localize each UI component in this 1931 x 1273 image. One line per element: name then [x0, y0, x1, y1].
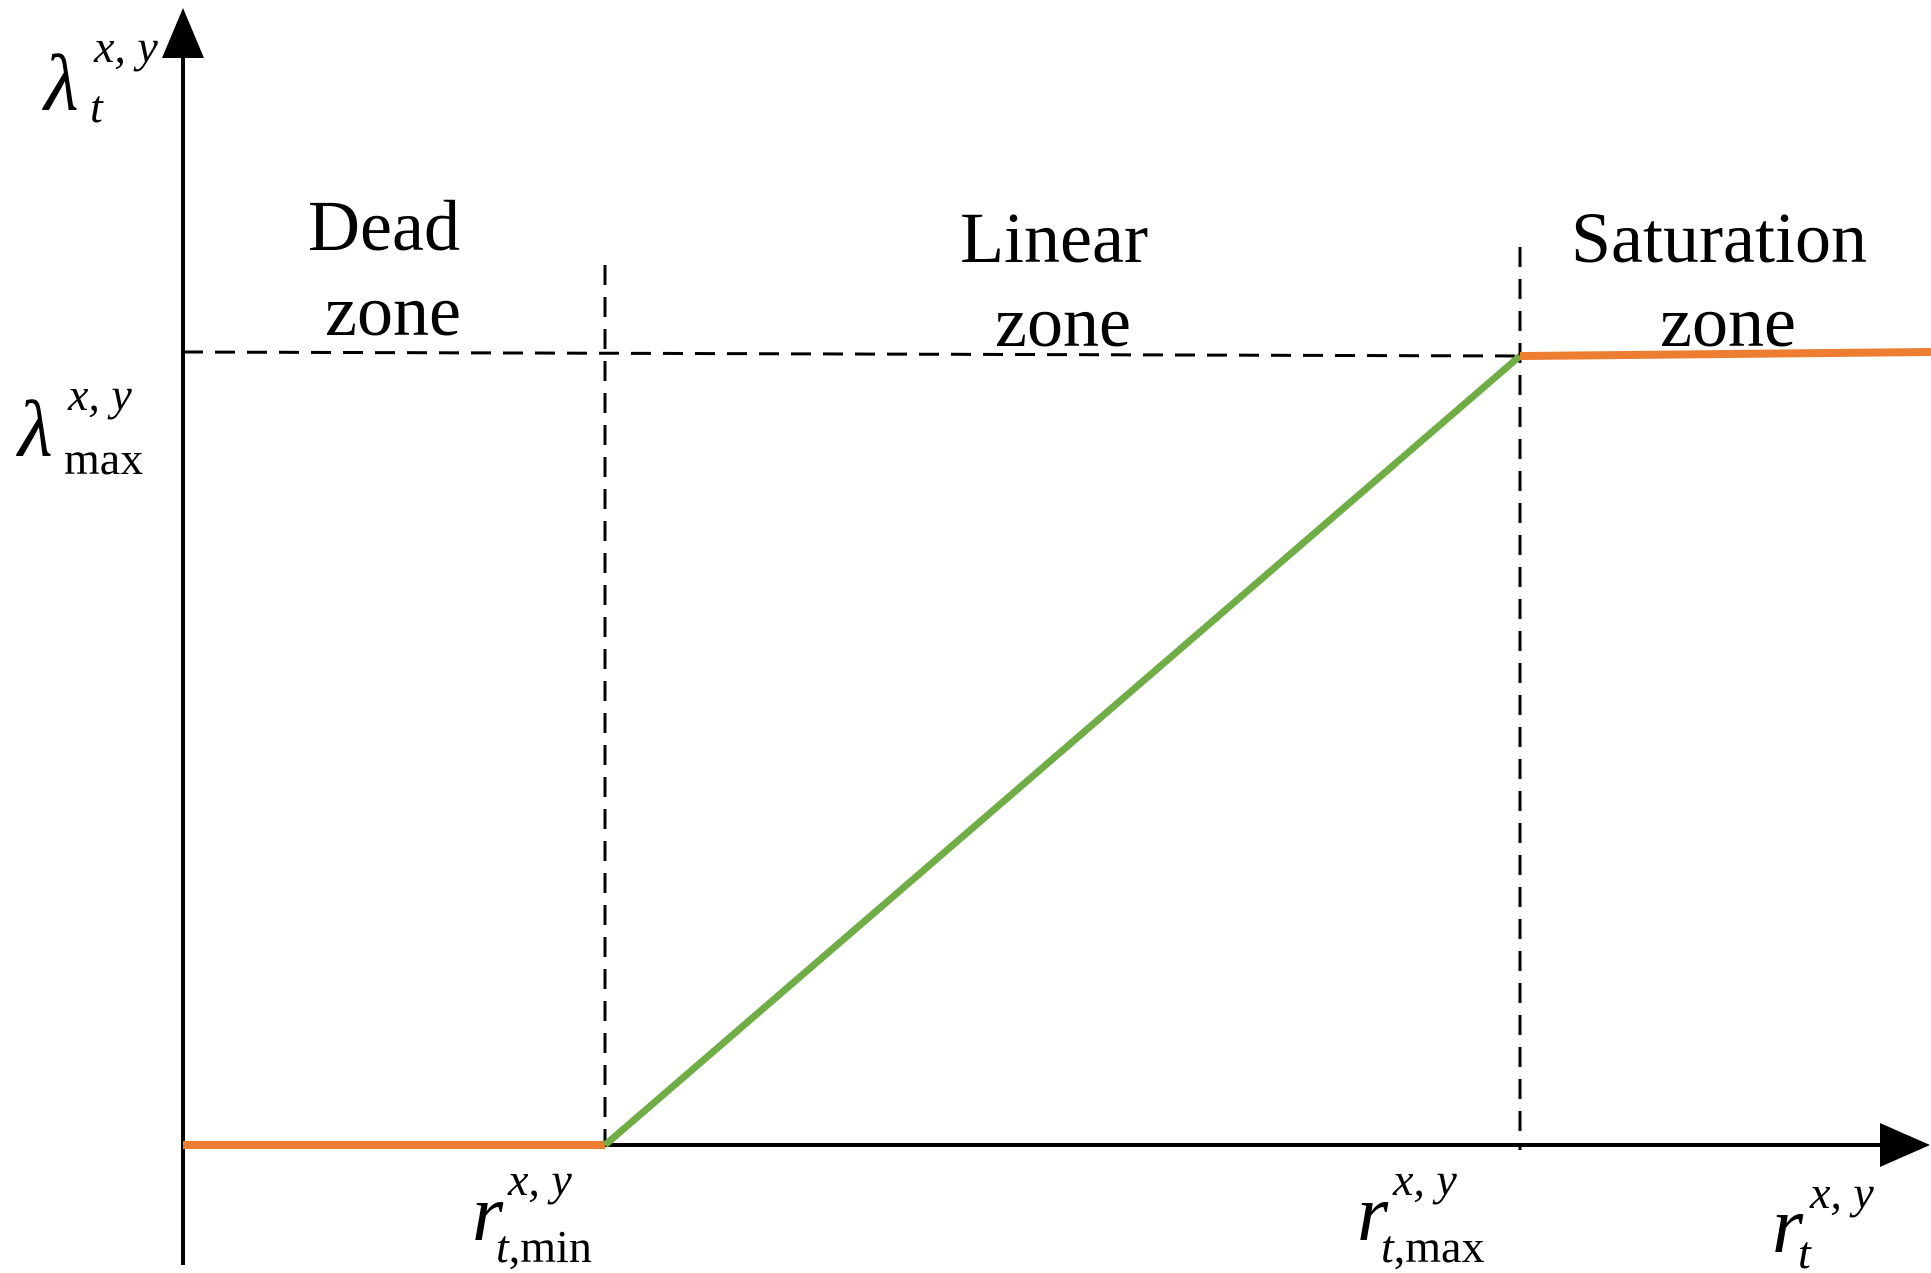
svg-text:x, y: x, y: [93, 21, 158, 72]
svg-text:t,max: t,max: [1381, 1221, 1484, 1272]
y-max-label: λ x, y max: [16, 369, 143, 484]
dead-zone-label: Dead zone: [308, 186, 478, 351]
x-min-label: r x, y t,min: [472, 1154, 592, 1272]
x-axis-label: r x, y t: [1772, 1167, 1874, 1273]
y-axis-label: λ x, y t: [42, 21, 158, 132]
linear-zone-label: Linear zone: [960, 198, 1166, 362]
svg-text:r: r: [472, 1170, 504, 1258]
svg-text:λ: λ: [16, 386, 53, 474]
linear-zone-segment: [602, 353, 1523, 1148]
saturation-zone-label: Saturation zone: [1571, 198, 1885, 362]
svg-text:t: t: [90, 81, 104, 132]
x-max-label: r x, y t,max: [1357, 1154, 1484, 1272]
svg-text:x, y: x, y: [1809, 1167, 1874, 1218]
svg-text:x, y: x, y: [1392, 1154, 1457, 1205]
saturation-zone-segment: [1519, 348, 1931, 360]
svg-text:r: r: [1772, 1182, 1804, 1270]
svg-text:x, y: x, y: [67, 369, 132, 420]
svg-text:x, y: x, y: [507, 1154, 572, 1205]
svg-text:λ: λ: [42, 40, 79, 128]
svg-text:t: t: [1798, 1227, 1812, 1273]
svg-text:t,min: t,min: [496, 1221, 592, 1272]
max-level-guide: [182, 350, 1521, 358]
svg-text:max: max: [64, 433, 143, 484]
svg-text:r: r: [1357, 1170, 1389, 1258]
x-axis-arrowhead: [1880, 1123, 1930, 1167]
y-axis-arrowhead: [162, 8, 204, 58]
